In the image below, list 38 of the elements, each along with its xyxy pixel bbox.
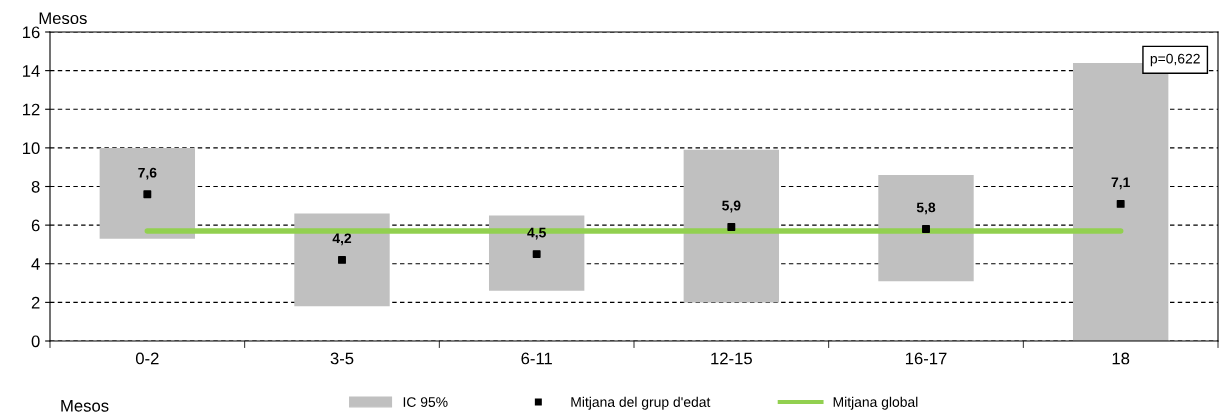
data-label: 7,1 xyxy=(1111,177,1130,190)
x-tick-label: 12-15 xyxy=(711,352,752,365)
y-tick-label: 6 xyxy=(31,219,40,232)
y-tick-label: 14 xyxy=(23,65,40,77)
bar xyxy=(683,149,780,303)
bar xyxy=(294,213,390,307)
point xyxy=(143,190,152,199)
legend-label: IC 95% xyxy=(403,397,448,407)
y-axis-title: Mesos xyxy=(39,12,87,25)
y-tick-label: 2 xyxy=(31,296,40,309)
point xyxy=(1116,199,1125,208)
y-tick-label: 0 xyxy=(31,335,40,348)
x-tick-label: 0-2 xyxy=(135,352,159,365)
y-tick-label: 4 xyxy=(31,258,40,270)
legend-label: Mitjana global xyxy=(833,396,918,410)
bar xyxy=(99,147,196,239)
data-label: 4,2 xyxy=(332,233,352,246)
point xyxy=(922,225,930,233)
legend-label: Mitjana del grup d'edat xyxy=(571,396,711,410)
data-label: 7,6 xyxy=(138,167,157,180)
data-label: 5,8 xyxy=(916,202,936,215)
annotation: p=0,622 xyxy=(1150,53,1200,67)
y-tick-label: 8 xyxy=(31,180,40,193)
point xyxy=(338,255,346,264)
y-tick-label: 12 xyxy=(23,103,40,116)
x-tick-label: 16-17 xyxy=(905,352,947,365)
y-tick-label: 16 xyxy=(23,26,40,39)
bar xyxy=(878,174,974,282)
y-tick-label: 10 xyxy=(23,142,40,155)
text: Mesos xyxy=(61,400,109,412)
x-tick-label: 6-11 xyxy=(521,352,552,365)
point xyxy=(727,223,736,232)
x-tick-label: 3-5 xyxy=(330,352,354,365)
data-label: 4,5 xyxy=(527,227,546,240)
data-label: 5,9 xyxy=(722,200,741,213)
point xyxy=(532,250,541,259)
x-tick-label: 18 xyxy=(1112,352,1130,365)
bar xyxy=(488,215,585,291)
